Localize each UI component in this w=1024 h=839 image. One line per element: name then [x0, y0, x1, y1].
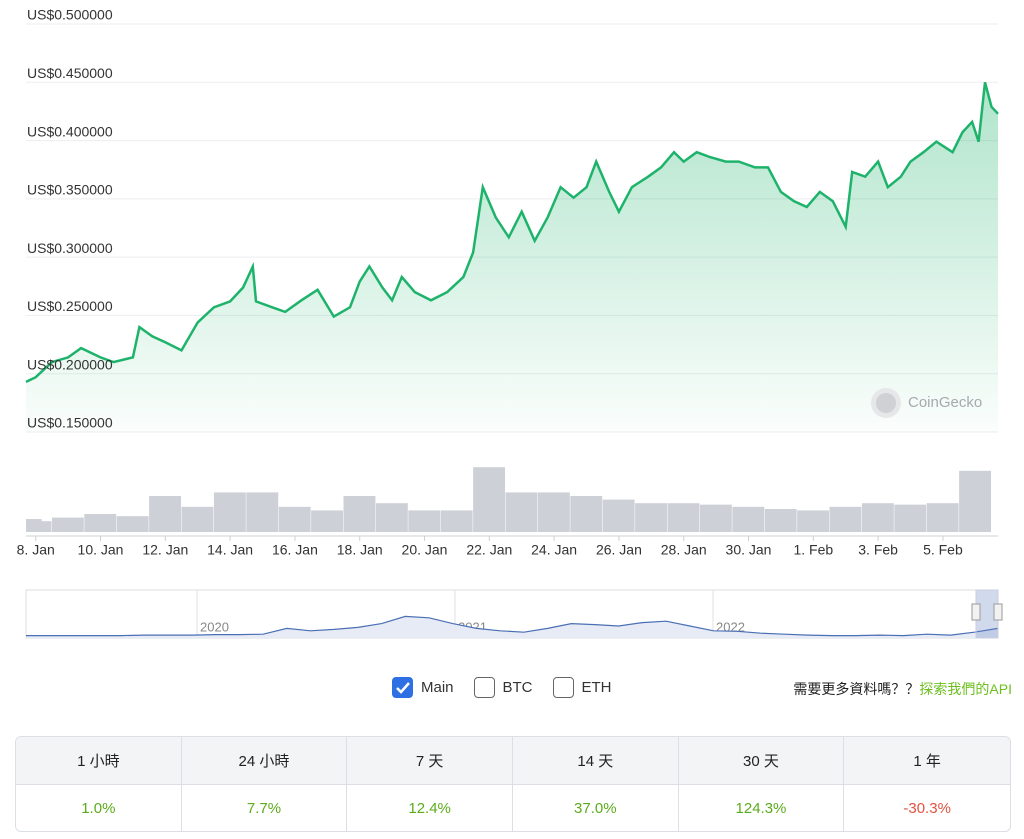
- x-tick-label: 30. Jan: [726, 542, 772, 558]
- volume-bar: [505, 492, 538, 532]
- volume-bar: [440, 510, 473, 532]
- value-cell: 7.7%: [182, 785, 348, 831]
- checkbox[interactable]: [473, 677, 495, 698]
- x-tick-label: 22. Jan: [466, 542, 512, 558]
- volume-bar: [408, 510, 441, 532]
- watermark: CoinGecko: [871, 388, 982, 418]
- volume-bar: [894, 504, 927, 532]
- navigator-line: [26, 615, 999, 637]
- series-option[interactable]: ETH: [552, 677, 612, 698]
- x-tick-label: 20. Jan: [402, 542, 448, 558]
- x-tick-label: 26. Jan: [596, 542, 642, 558]
- volume-bar: [829, 506, 862, 532]
- y-tick-label: US$0.200000: [27, 356, 113, 372]
- volume-bar: [602, 499, 635, 532]
- navigator-handle[interactable]: [993, 603, 1003, 621]
- volume-bar: [797, 510, 830, 532]
- volume-bar: [311, 510, 344, 532]
- x-tick-label: 28. Jan: [661, 542, 707, 558]
- option-label: ETH: [581, 679, 612, 696]
- value-cell: 12.4%: [347, 785, 513, 831]
- volume-bar: [116, 516, 149, 532]
- api-prompt-text: 需要更多資料嗎？？: [793, 681, 920, 697]
- volume-bar: [732, 506, 765, 532]
- volume-bar: [149, 496, 182, 532]
- y-tick-label: US$0.300000: [27, 240, 113, 256]
- header-cell: 1 小時: [16, 737, 182, 785]
- volume-bar: [959, 470, 992, 532]
- header-cell: 1 年: [844, 737, 1010, 785]
- price-area: [26, 82, 998, 433]
- volume-bar: [861, 503, 894, 532]
- volume-bar: [537, 492, 570, 532]
- navigator-year-label: 2020: [200, 619, 229, 634]
- x-tick-label: 24. Jan: [531, 542, 577, 558]
- option-label: BTC: [502, 679, 533, 696]
- x-tick-label: 10. Jan: [78, 542, 124, 558]
- api-link[interactable]: 探索我們的API: [919, 681, 1012, 697]
- value-row: 1.0% 7.7% 12.4% 37.0% 124.3% -30.3%: [16, 785, 1010, 831]
- header-cell: 24 小時: [181, 737, 348, 785]
- value-cell: 124.3%: [679, 785, 845, 831]
- series-option[interactable]: BTC: [473, 677, 533, 698]
- x-tick-label: 18. Jan: [337, 542, 383, 558]
- volume-bar: [375, 503, 408, 532]
- x-tick-label: 12. Jan: [142, 542, 188, 558]
- y-tick-label: US$0.450000: [27, 65, 113, 81]
- x-tick-label: 1. Feb: [793, 542, 833, 558]
- y-tick-label: US$0.150000: [27, 415, 113, 431]
- navigator-frame: [25, 589, 999, 639]
- series-options: Main BTC ETH: [392, 677, 632, 698]
- volume-bar: [635, 503, 668, 532]
- y-tick-label: US$0.250000: [27, 298, 113, 314]
- volume-bar: [181, 506, 214, 532]
- volume-bar: [278, 506, 311, 532]
- chart: US$0.500000 US$0.450000 US$0.400000 US$0.35…: [17, 7, 1003, 639]
- x-tick-label: 3. Feb: [858, 542, 898, 558]
- x-tick-label: 16. Jan: [272, 542, 318, 558]
- navigator-handle[interactable]: [971, 603, 981, 621]
- check-mark: [395, 681, 410, 694]
- volume-bar: [699, 504, 732, 532]
- x-tick-label: 14. Jan: [207, 542, 253, 558]
- value-cell: 1.0%: [16, 785, 182, 831]
- checkbox[interactable]: [392, 677, 413, 698]
- y-tick-label: US$0.500000: [27, 7, 113, 23]
- header-cell: 30 天: [678, 737, 845, 785]
- header-cell: 14 天: [512, 737, 679, 785]
- volume-bar: [51, 517, 84, 532]
- y-tick-label: US$0.350000: [27, 182, 113, 198]
- header-cell: 7 天: [347, 737, 513, 785]
- volume-bar: [343, 496, 376, 532]
- watermark-text: CoinGecko: [908, 394, 982, 411]
- x-tick-label: 8. Jan: [17, 542, 55, 558]
- volume-bar: [246, 492, 279, 532]
- value-cell: 37.0%: [513, 785, 679, 831]
- volume-bar: [84, 514, 117, 532]
- api-prompt: 需要更多資料嗎？？探索我們的API: [793, 679, 1012, 699]
- volume-bar: [764, 508, 797, 532]
- volume-bar: [667, 503, 700, 532]
- value-cell: -30.3%: [903, 799, 951, 817]
- checkbox[interactable]: [552, 677, 574, 698]
- option-label: Main: [421, 679, 454, 696]
- volume-bar: [473, 467, 506, 532]
- volume-bar: [570, 496, 603, 532]
- series-option[interactable]: Main: [392, 677, 454, 698]
- volume-bar: [26, 521, 52, 532]
- volume-bar: [926, 503, 959, 532]
- volume-bar: [213, 492, 246, 532]
- x-tick-label: 5. Feb: [923, 542, 963, 558]
- price-line: [25, 81, 999, 384]
- y-tick-label: US$0.400000: [27, 123, 113, 139]
